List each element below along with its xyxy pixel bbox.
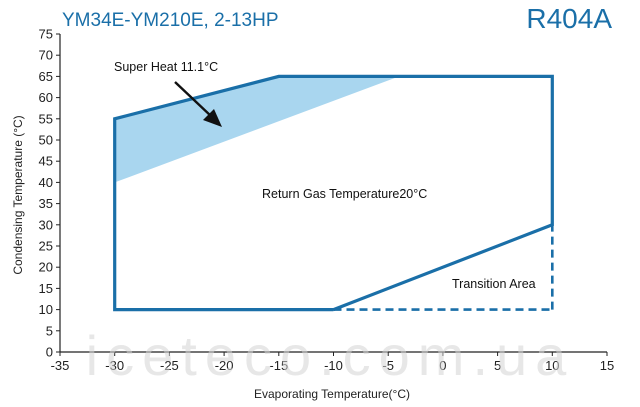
- y-tick-label: 35: [39, 196, 53, 211]
- y-tick-label: 50: [39, 133, 53, 148]
- x-tick-label: 5: [494, 358, 501, 373]
- y-tick-label: 20: [39, 260, 53, 275]
- refrigerant-label: R404A: [526, 3, 612, 34]
- y-tick-label: 55: [39, 111, 53, 126]
- watermark-text: iceteco.com.ua: [86, 324, 575, 387]
- x-tick-label: -10: [324, 358, 343, 373]
- superheat-annotation: Super Heat 11.1°C: [114, 60, 218, 74]
- envelope-line-layer: [113, 74, 554, 312]
- y-tick-label: 15: [39, 281, 53, 296]
- x-tick-label: -25: [160, 358, 179, 373]
- x-tick-label: 0: [439, 358, 446, 373]
- x-tick-label: 15: [600, 358, 614, 373]
- y-tick-label: 30: [39, 217, 53, 232]
- annotation-arrow-head: [203, 109, 222, 127]
- x-tick-label: -5: [382, 358, 394, 373]
- y-tick-label: 65: [39, 69, 53, 84]
- y-tick-label: 10: [39, 302, 53, 317]
- chart-title: YM34E-YM210E, 2-13HP: [62, 10, 279, 31]
- x-tick-label: -15: [269, 358, 288, 373]
- x-axis-label: Evaporating Temperature(°C): [254, 387, 410, 401]
- axis-layer: [56, 33, 608, 356]
- y-axis-label: Condensing Temperature (°C): [11, 115, 25, 274]
- x-tick-label: -20: [215, 358, 234, 373]
- annotation-arrow-shaft: [174, 81, 213, 118]
- y-tick-label: 0: [46, 345, 53, 360]
- y-tick-label: 75: [39, 27, 53, 42]
- y-tick-label: 70: [39, 48, 53, 63]
- x-tick-label: -35: [51, 358, 70, 373]
- envelope-annotation: Return Gas Temperature20°C: [262, 187, 427, 201]
- superheat-fill-layer: [114, 76, 400, 183]
- x-tick-label: 10: [545, 358, 559, 373]
- y-tick-label: 40: [39, 175, 53, 190]
- y-tick-label: 60: [39, 90, 53, 105]
- superheat-region: [114, 76, 400, 183]
- y-tick-label: 25: [39, 239, 53, 254]
- transition-annotation: Transition Area: [452, 277, 536, 291]
- x-tick-label: -30: [105, 358, 124, 373]
- y-tick-label: 5: [46, 323, 53, 338]
- y-tick-label: 45: [39, 154, 53, 169]
